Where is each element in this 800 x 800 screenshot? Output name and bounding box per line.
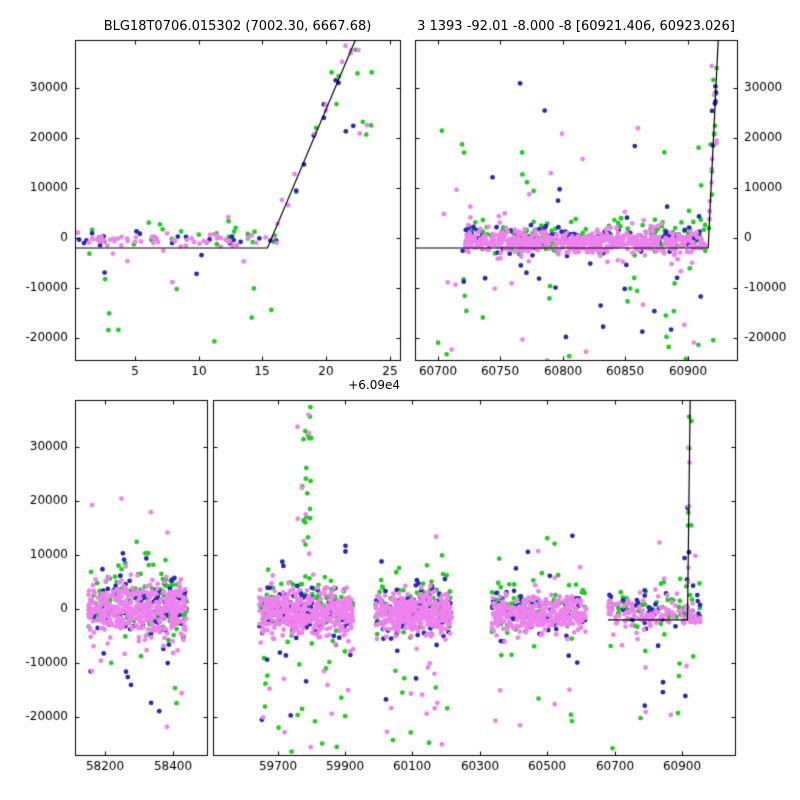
x-axis-offset-label: +6.09e4 (348, 378, 400, 392)
panel-title-left: BLG18T0706.015302 (7002.30, 6667.68) (103, 19, 372, 34)
panel-title-right: 3 1393 -92.01 -8.000 -8 [60921.406, 6092… (417, 19, 735, 34)
